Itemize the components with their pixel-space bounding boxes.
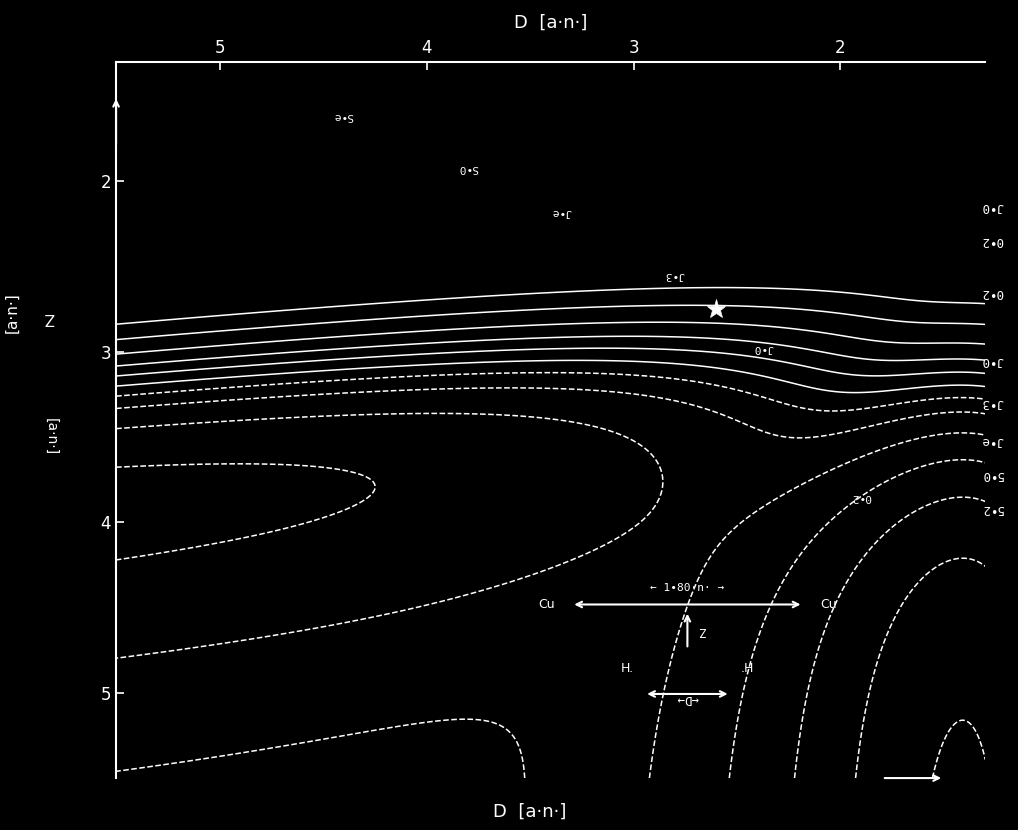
Text: Z: Z (44, 310, 54, 325)
Text: J•e: J•e (981, 434, 1004, 447)
Text: 0•2: 0•2 (851, 491, 871, 501)
Text: S•0: S•0 (457, 163, 477, 173)
Text: S•e: S•e (333, 111, 353, 121)
Text: H.: H. (621, 662, 634, 675)
Text: [a·n·]: [a·n·] (44, 418, 58, 456)
Text: J•0: J•0 (981, 354, 1004, 367)
Text: Z: Z (697, 623, 704, 637)
Text: 0•2: 0•2 (981, 286, 1004, 299)
Text: .H: .H (740, 662, 753, 675)
Text: J•0: J•0 (981, 200, 1004, 213)
Text: J•0: J•0 (753, 344, 774, 354)
Text: 0•2: 0•2 (981, 234, 1004, 247)
Text: 5•2: 5•2 (981, 502, 1004, 515)
Text: [a·n·]: [a·n·] (4, 292, 19, 333)
Text: Cu: Cu (819, 598, 837, 611)
Text: ←D→: ←D→ (676, 692, 698, 705)
X-axis label: D  [a·n·]: D [a·n·] (514, 14, 587, 32)
Text: J•3: J•3 (981, 397, 1004, 409)
Text: 5•0: 5•0 (981, 468, 1004, 481)
Text: ← 1•80·n· →: ← 1•80·n· → (651, 583, 725, 593)
Text: J•e: J•e (551, 207, 571, 217)
Text: Cu: Cu (539, 598, 555, 611)
Text: J•3: J•3 (665, 270, 685, 280)
Text: D  [a·n·]: D [a·n·] (494, 803, 567, 821)
